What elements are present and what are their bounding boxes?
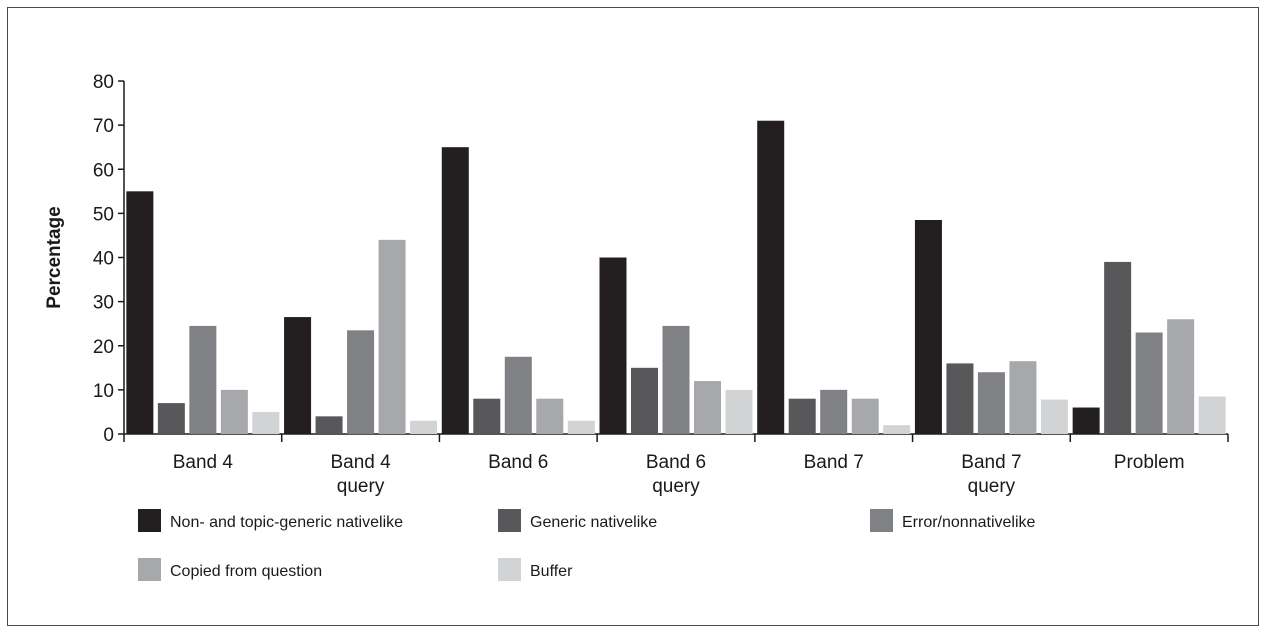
bar xyxy=(1040,399,1068,434)
legend-swatch xyxy=(138,558,161,581)
bar xyxy=(378,239,406,434)
y-tick-label: 30 xyxy=(93,293,114,314)
bar xyxy=(1135,332,1163,434)
bar xyxy=(788,398,816,434)
y-tick-label: 50 xyxy=(93,204,114,225)
bar xyxy=(1104,261,1132,434)
bar xyxy=(914,219,942,434)
bar xyxy=(284,317,312,434)
bar xyxy=(977,372,1005,434)
legend-label: Non- and topic-generic nativelike xyxy=(170,514,403,531)
bar xyxy=(883,425,911,434)
bar-chart: Band 4 Band 4 query Band 6 Band 6 query Band 7… xyxy=(44,72,1229,581)
legend-swatch xyxy=(138,509,161,532)
bar xyxy=(631,367,658,434)
bar xyxy=(694,381,721,434)
x-tick-label: Band 6 xyxy=(488,452,548,473)
y-tick-label: 80 xyxy=(93,72,114,93)
x-tick-label: query xyxy=(652,476,700,497)
y-axis-title: Percentage xyxy=(44,206,65,308)
bar xyxy=(662,325,690,434)
bar xyxy=(820,389,848,434)
bar xyxy=(157,403,185,434)
legend-label: Generic nativelike xyxy=(530,514,657,531)
bar xyxy=(504,356,532,434)
bars xyxy=(126,120,1226,435)
legend: Non- and topic-generic nativelike Generic… xyxy=(138,509,1036,581)
bar xyxy=(946,363,974,434)
legend-swatch xyxy=(870,509,893,532)
bar xyxy=(220,389,248,434)
y-tick-label: 60 xyxy=(93,160,114,181)
legend-label: Copied from question xyxy=(170,563,322,580)
legend-label: Error/nonnativelike xyxy=(902,514,1036,531)
x-tick-label: Problem xyxy=(1114,452,1185,473)
legend-swatch xyxy=(498,558,521,581)
x-tick-labels: Band 4 Band 4 query Band 6 Band 6 query Band 7… xyxy=(173,452,1185,497)
legend-swatch xyxy=(498,509,521,532)
y-tick-label: 70 xyxy=(93,116,114,137)
x-tick-label: query xyxy=(337,476,385,497)
bar xyxy=(410,420,438,434)
bar xyxy=(1009,361,1037,434)
y-tick-label: 0 xyxy=(103,425,114,446)
x-tick-label: query xyxy=(968,476,1016,497)
x-tick-label: Band 7 xyxy=(961,452,1021,473)
y-tick-labels: 0 10 20 30 40 50 60 70 80 xyxy=(93,72,114,446)
bar xyxy=(536,398,564,434)
bar xyxy=(473,398,501,434)
bar xyxy=(567,420,595,434)
y-tick-label: 40 xyxy=(93,249,114,270)
y-tick-label: 10 xyxy=(93,381,114,402)
bar xyxy=(347,330,375,434)
bar xyxy=(1072,407,1100,434)
x-tick-label: Band 6 xyxy=(646,452,706,473)
bar xyxy=(725,389,753,434)
bar xyxy=(851,398,879,434)
bar xyxy=(252,411,280,434)
bar xyxy=(1167,319,1195,434)
legend-label: Buffer xyxy=(530,563,573,580)
bar xyxy=(441,147,469,434)
y-tick-label: 20 xyxy=(93,337,114,358)
chart-frame: Band 4 Band 4 query Band 6 Band 6 query Band 7… xyxy=(7,7,1259,626)
bar xyxy=(126,191,154,434)
x-tick-label: Band 7 xyxy=(804,452,864,473)
x-tick-label: Band 4 xyxy=(330,452,391,473)
x-tick-label: Band 4 xyxy=(173,452,234,473)
bar xyxy=(599,257,627,434)
bar xyxy=(315,416,343,434)
bar xyxy=(189,325,217,434)
bar xyxy=(757,120,785,435)
bar xyxy=(1198,396,1226,434)
